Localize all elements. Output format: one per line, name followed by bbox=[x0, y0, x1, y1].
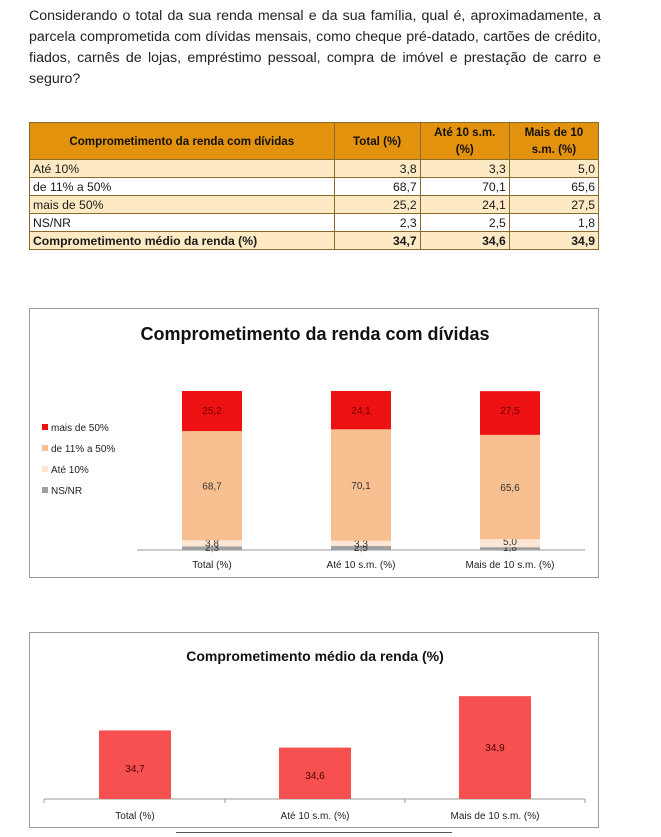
bar bbox=[459, 696, 531, 799]
stacked-bar-chart-svg: Comprometimento da renda com dívidas2,33… bbox=[42, 324, 585, 571]
table-cell: 5,0 bbox=[508, 159, 600, 178]
legend-swatch bbox=[42, 487, 48, 493]
legend-label: Até 10% bbox=[51, 465, 89, 476]
bar-segment bbox=[480, 547, 540, 550]
x-tick-label: Mais de 10 s.m. (%) bbox=[451, 811, 540, 822]
question-text: Considerando o total da sua renda mensal… bbox=[29, 8, 601, 87]
table-cell: 3,8 bbox=[333, 159, 421, 178]
bar bbox=[279, 747, 351, 799]
table-cell: 1,8 bbox=[508, 213, 600, 232]
x-tick-label: Até 10 s.m. (%) bbox=[281, 811, 350, 822]
legend-swatch bbox=[42, 466, 48, 472]
table-cell: 2,5 bbox=[419, 213, 510, 232]
chart-title: Comprometimento da renda com dívidas bbox=[140, 324, 489, 344]
chart-title: Comprometimento médio da renda (%) bbox=[186, 648, 443, 664]
average-bar-chart-svg: Comprometimento médio da renda (%) 34,7 To… bbox=[43, 648, 586, 822]
bar-segment bbox=[480, 539, 540, 548]
data-label: 2,3 bbox=[205, 543, 219, 554]
bar-segment bbox=[331, 391, 391, 430]
debt-commitment-table: Comprometimento da renda com dívidas Tot… bbox=[29, 122, 600, 250]
table-header-row: Comprometimento da renda com dívidas Tot… bbox=[29, 122, 600, 160]
table-cell: 70,1 bbox=[419, 177, 510, 196]
stacked-bar-chart: Comprometimento da renda com dívidas 2,3 3… bbox=[29, 308, 599, 578]
table-header: Total (%) bbox=[333, 122, 421, 160]
table-cell: 2,3 bbox=[333, 213, 421, 232]
bar-segment bbox=[331, 540, 391, 547]
data-label: 68,7 bbox=[202, 482, 222, 493]
bar-segment bbox=[480, 434, 540, 540]
table-cell: 24,1 bbox=[419, 195, 510, 214]
legend-label: mais de 50% bbox=[51, 423, 109, 434]
table-row: Até 10% 3,8 3,3 5,0 bbox=[29, 159, 600, 178]
data-label: 70,1 bbox=[351, 481, 371, 492]
table-row: NS/NR 2,3 2,5 1,8 bbox=[29, 213, 600, 232]
table-cell: 65,6 bbox=[508, 177, 600, 196]
data-label: 65,6 bbox=[500, 483, 520, 494]
data-label: 25,2 bbox=[202, 406, 222, 417]
row-label: mais de 50% bbox=[29, 195, 335, 214]
x-tick-label: Mais de 10 s.m. (%) bbox=[466, 560, 555, 571]
bar-segment bbox=[182, 391, 242, 432]
data-label: 27,5 bbox=[500, 406, 520, 417]
x-tick-label: Até 10 s.m. (%) bbox=[327, 560, 396, 571]
row-label: Comprometimento médio da renda (%) bbox=[29, 231, 335, 250]
legend-label: de 11% a 50% bbox=[51, 444, 115, 455]
table-cell: 3,3 bbox=[419, 159, 510, 178]
data-label: 34,7 bbox=[125, 764, 145, 775]
data-label: 1,8 bbox=[503, 543, 517, 554]
table-cell: 27,5 bbox=[508, 195, 600, 214]
legend-label: NS/NR bbox=[51, 486, 82, 497]
row-label: de 11% a 50% bbox=[29, 177, 335, 196]
table-header: Até 10 s.m. (%) bbox=[419, 122, 510, 160]
table-row-average: Comprometimento médio da renda (%) 34,7 … bbox=[29, 231, 600, 250]
bar-segment bbox=[331, 546, 391, 550]
data-label: 3,3 bbox=[354, 539, 368, 550]
legend-swatch bbox=[42, 424, 48, 430]
bar-segment bbox=[182, 540, 242, 547]
data-label: 2,5 bbox=[354, 543, 368, 554]
table-header: Comprometimento da renda com dívidas bbox=[29, 122, 335, 160]
legend-swatch bbox=[42, 445, 48, 451]
average-bar-chart: Comprometimento médio da renda (%) 34,7 To… bbox=[29, 632, 599, 828]
bar bbox=[99, 730, 171, 799]
bar-segment bbox=[182, 431, 242, 541]
data-label: 5,0 bbox=[503, 537, 517, 548]
table-cell: 25,2 bbox=[333, 195, 421, 214]
table-header: Mais de 10 s.m. (%) bbox=[508, 122, 600, 160]
bar-segment bbox=[480, 391, 540, 435]
data-label: 24,1 bbox=[351, 406, 371, 417]
footer-divider bbox=[176, 832, 452, 833]
x-tick-label: Total (%) bbox=[115, 811, 154, 822]
table-row: mais de 50% 25,2 24,1 27,5 bbox=[29, 195, 600, 214]
table-cell: 68,7 bbox=[333, 177, 421, 196]
bar-segment bbox=[331, 429, 391, 541]
table-cell: 34,6 bbox=[419, 231, 510, 250]
table-cell: 34,9 bbox=[508, 231, 600, 250]
x-tick-label: Total (%) bbox=[192, 560, 231, 571]
data-label: 3,8 bbox=[205, 538, 219, 549]
table-row: de 11% a 50% 68,7 70,1 65,6 bbox=[29, 177, 600, 196]
row-label: NS/NR bbox=[29, 213, 335, 232]
table-cell: 34,7 bbox=[333, 231, 421, 250]
data-label: 34,6 bbox=[305, 771, 325, 782]
bar-segment bbox=[182, 546, 242, 550]
data-label: 34,9 bbox=[485, 743, 505, 754]
row-label: Até 10% bbox=[29, 159, 335, 178]
